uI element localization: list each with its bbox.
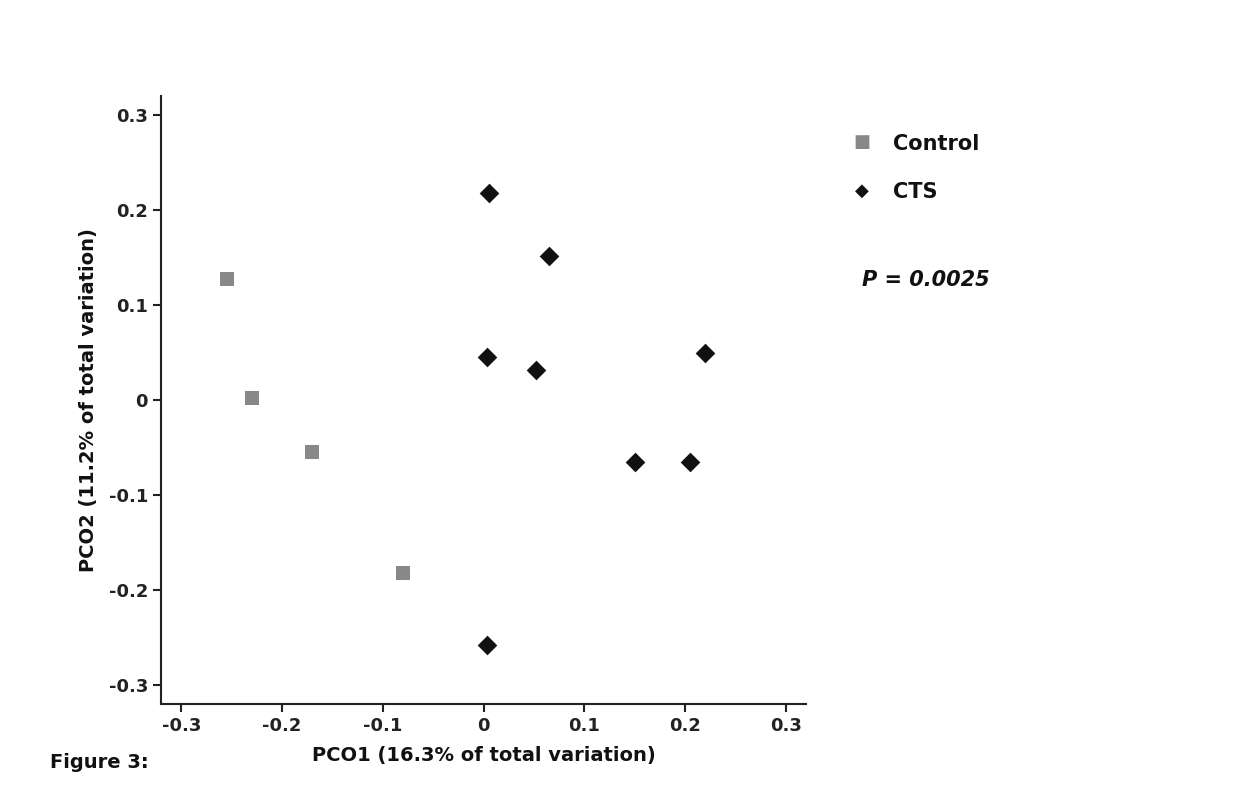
- Point: [242, 392, 262, 405]
- Point: [303, 446, 322, 458]
- Point: [217, 273, 237, 286]
- Point: [696, 346, 715, 359]
- Point: [476, 638, 496, 651]
- Point: [681, 455, 701, 468]
- Point: [539, 250, 559, 262]
- Text: CTS: CTS: [893, 182, 937, 202]
- Text: Control: Control: [893, 134, 980, 154]
- Point: [625, 455, 645, 468]
- Text: Figure 3:: Figure 3:: [50, 753, 149, 772]
- Text: P = 0.0025: P = 0.0025: [862, 270, 990, 290]
- X-axis label: PCO1 (16.3% of total variation): PCO1 (16.3% of total variation): [311, 746, 656, 766]
- Text: ◆: ◆: [854, 182, 869, 199]
- Point: [479, 186, 498, 199]
- Text: ■: ■: [853, 134, 870, 151]
- Y-axis label: PCO2 (11.2% of total variation): PCO2 (11.2% of total variation): [78, 228, 98, 572]
- Point: [393, 566, 413, 579]
- Point: [526, 363, 546, 376]
- Point: [476, 351, 496, 364]
